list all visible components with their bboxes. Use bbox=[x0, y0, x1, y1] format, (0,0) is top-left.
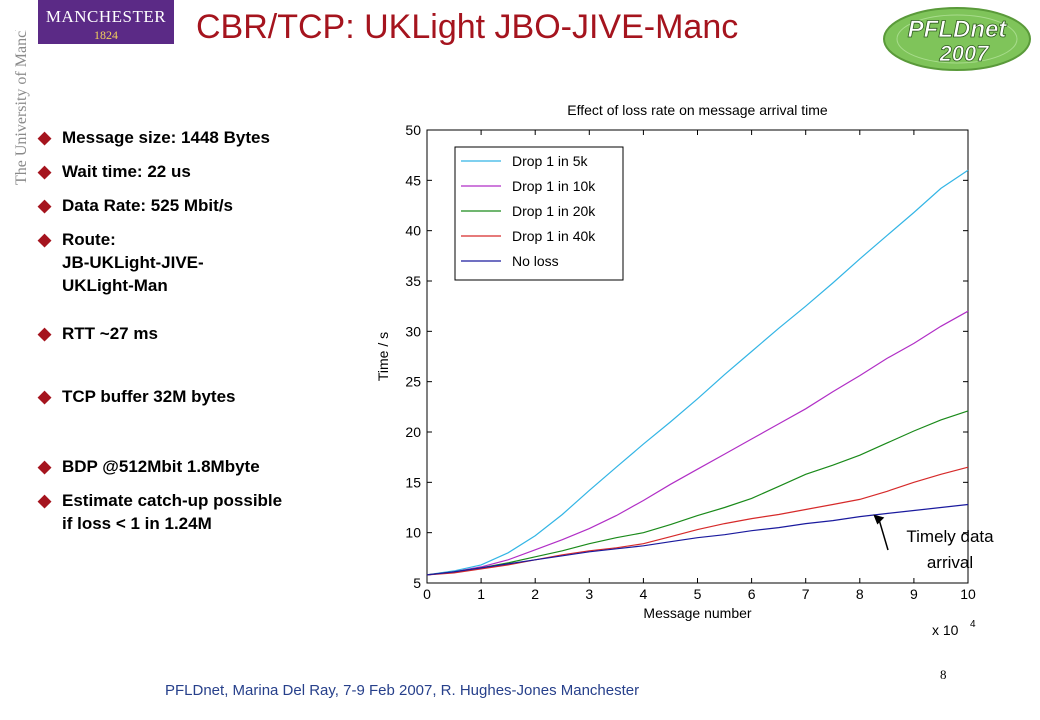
timely-data-annotation: Timely data arrival bbox=[906, 527, 994, 572]
x-tick-label: 6 bbox=[748, 586, 756, 602]
x-tick-label: 7 bbox=[802, 586, 810, 602]
diamond-bullet-icon: ◆ bbox=[38, 387, 52, 406]
diamond-bullet-icon: ◆ bbox=[38, 491, 52, 510]
bullet-item: ◆ Data Rate: 525 Mbit/s bbox=[38, 196, 233, 215]
x-tick-label: 2 bbox=[531, 586, 539, 602]
y-tick-label: 20 bbox=[405, 424, 421, 440]
y-tick-label: 30 bbox=[405, 323, 421, 339]
legend-label: Drop 1 in 40k bbox=[512, 228, 596, 244]
footer-text: PFLDnet, Marina Del Ray, 7-9 Feb 2007, R… bbox=[165, 682, 640, 699]
chart-title: Effect of loss rate on message arrival t… bbox=[567, 102, 828, 118]
series-line bbox=[426, 169, 969, 576]
legend-box bbox=[454, 146, 624, 281]
chart-svg: Effect of loss rate on message arrival t… bbox=[375, 102, 976, 638]
manchester-logo-year: 1824 bbox=[94, 28, 118, 42]
x-tick-label: 8 bbox=[856, 586, 864, 602]
bullet-item: ◆ Message size: 1448 Bytes bbox=[38, 128, 270, 147]
series-line bbox=[426, 410, 969, 576]
series-line bbox=[426, 503, 969, 576]
loss-rate-chart: Effect of loss rate on message arrival t… bbox=[370, 95, 990, 650]
x-tick-label: 5 bbox=[694, 586, 702, 602]
y-tick-label: 45 bbox=[405, 172, 421, 188]
pfldnet-logo-year: 2007 bbox=[939, 41, 991, 66]
y-tick-label: 50 bbox=[405, 122, 421, 138]
slide-title: CBR/TCP: UKLight JBO-JIVE-Manc bbox=[196, 8, 739, 46]
diamond-bullet-icon: ◆ bbox=[38, 457, 52, 476]
bullet-item: ◆ Estimate catch-up possible if loss < 1… bbox=[38, 491, 283, 533]
x-exponent-label: x 10 bbox=[932, 622, 959, 638]
x-tick-label: 9 bbox=[910, 586, 918, 602]
manchester-logo: MANCHESTER 1824 bbox=[38, 0, 174, 44]
legend-label: No loss bbox=[512, 253, 559, 269]
legend-label: Drop 1 in 5k bbox=[512, 153, 588, 169]
manchester-logo-name: MANCHESTER bbox=[45, 7, 167, 26]
diamond-bullet-icon: ◆ bbox=[38, 162, 52, 181]
bullet-item: ◆ Route: JB-UKLight-JIVE- UKLight-Man bbox=[38, 230, 204, 295]
x-tick-label: 10 bbox=[960, 586, 976, 602]
legend-label: Drop 1 in 20k bbox=[512, 203, 596, 219]
pfldnet-logo-name: PFLDnet bbox=[908, 16, 1008, 43]
pfldnet-logo: PFLDnet 2007 bbox=[882, 6, 1032, 72]
y-tick-label: 25 bbox=[405, 374, 421, 390]
diamond-bullet-icon: ◆ bbox=[38, 230, 52, 249]
bullet-item: ◆ Wait time: 22 us bbox=[38, 162, 191, 181]
x-tick-label: 4 bbox=[640, 586, 648, 602]
x-exponent: 4 bbox=[970, 619, 976, 630]
series-line bbox=[426, 466, 969, 576]
legend-label: Drop 1 in 10k bbox=[512, 178, 596, 194]
y-tick-label: 5 bbox=[413, 575, 421, 591]
x-tick-label: 0 bbox=[423, 586, 431, 602]
x-axis-label: Message number bbox=[643, 605, 752, 621]
diamond-bullet-icon: ◆ bbox=[38, 196, 52, 215]
series-line bbox=[426, 310, 969, 576]
x-tick-label: 1 bbox=[477, 586, 485, 602]
bullet-item: ◆ RTT ~27 ms bbox=[38, 324, 158, 343]
university-vertical-logo: The University of Manchester bbox=[0, 30, 36, 190]
diamond-bullet-icon: ◆ bbox=[38, 128, 52, 147]
x-tick-label: 3 bbox=[585, 586, 593, 602]
y-tick-label: 35 bbox=[405, 273, 421, 289]
annotation-arrow-head bbox=[873, 514, 885, 525]
bullet-item: ◆ TCP buffer 32M bytes bbox=[38, 387, 236, 406]
annotation-arrow-line bbox=[878, 520, 889, 551]
bullet-item: ◆ BDP @512Mbit 1.8Mbyte bbox=[38, 457, 260, 476]
y-tick-label: 10 bbox=[405, 525, 421, 541]
y-tick-label: 15 bbox=[405, 474, 421, 490]
y-axis-label: Time / s bbox=[375, 332, 391, 381]
diamond-bullet-icon: ◆ bbox=[38, 324, 52, 343]
university-name-vertical: The University of Manchester bbox=[13, 30, 30, 185]
page-number: 8 bbox=[940, 667, 947, 682]
y-tick-label: 40 bbox=[405, 223, 421, 239]
